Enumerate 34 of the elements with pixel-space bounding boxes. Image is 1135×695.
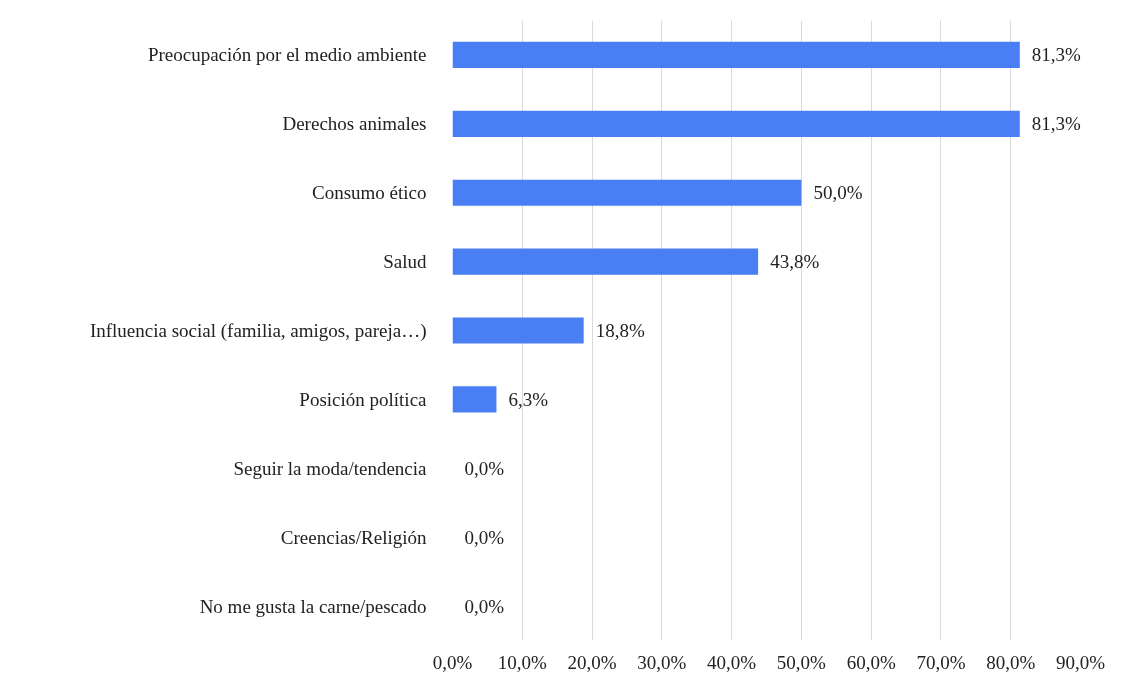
y-tick-label: Salud <box>383 251 427 273</box>
x-tick-label: 10,0% <box>497 651 547 673</box>
y-tick-label: Seguir la moda/tendencia <box>233 457 428 479</box>
y-tick-label: Posición política <box>299 388 428 410</box>
x-tick-label: 0,0% <box>432 651 473 673</box>
y-tick-label: No me gusta la carne/pescado <box>199 595 427 617</box>
bar <box>452 179 802 206</box>
x-tick-label: 90,0% <box>1055 651 1106 673</box>
x-tick-label: 40,0% <box>707 651 757 673</box>
data-label: 0,0% <box>464 457 505 479</box>
x-tick-label: 20,0% <box>567 651 617 673</box>
bar <box>452 41 1020 69</box>
data-label: 50,0% <box>813 182 863 204</box>
x-tick-label: 60,0% <box>846 651 896 673</box>
data-label: 0,0% <box>464 595 505 617</box>
bar <box>452 386 497 413</box>
data-label: 81,3% <box>1031 113 1082 135</box>
bar <box>452 110 1020 137</box>
data-label: 6,3% <box>508 388 549 410</box>
bar <box>452 248 759 275</box>
y-tick-label: Influencia social (familia, amigos, pareja…) <box>89 320 427 342</box>
x-tick-label: 70,0% <box>916 651 966 673</box>
y-tick-label: Derechos animales <box>282 113 427 135</box>
y-tick-label: Preocupación por el medio ambiente <box>147 44 427 66</box>
data-label: 81,3% <box>1031 44 1082 66</box>
x-tick-label: 50,0% <box>776 651 827 673</box>
bar <box>452 317 584 344</box>
x-tick-label: 30,0% <box>637 651 687 673</box>
data-label: 43,8% <box>770 251 820 273</box>
data-label: 0,0% <box>464 526 505 548</box>
y-tick-label: Consumo ético <box>311 182 427 204</box>
y-tick-label: Creencias/Religión <box>280 526 427 548</box>
data-label: 18,8% <box>595 320 645 341</box>
x-tick-label: 80,0% <box>986 651 1036 673</box>
